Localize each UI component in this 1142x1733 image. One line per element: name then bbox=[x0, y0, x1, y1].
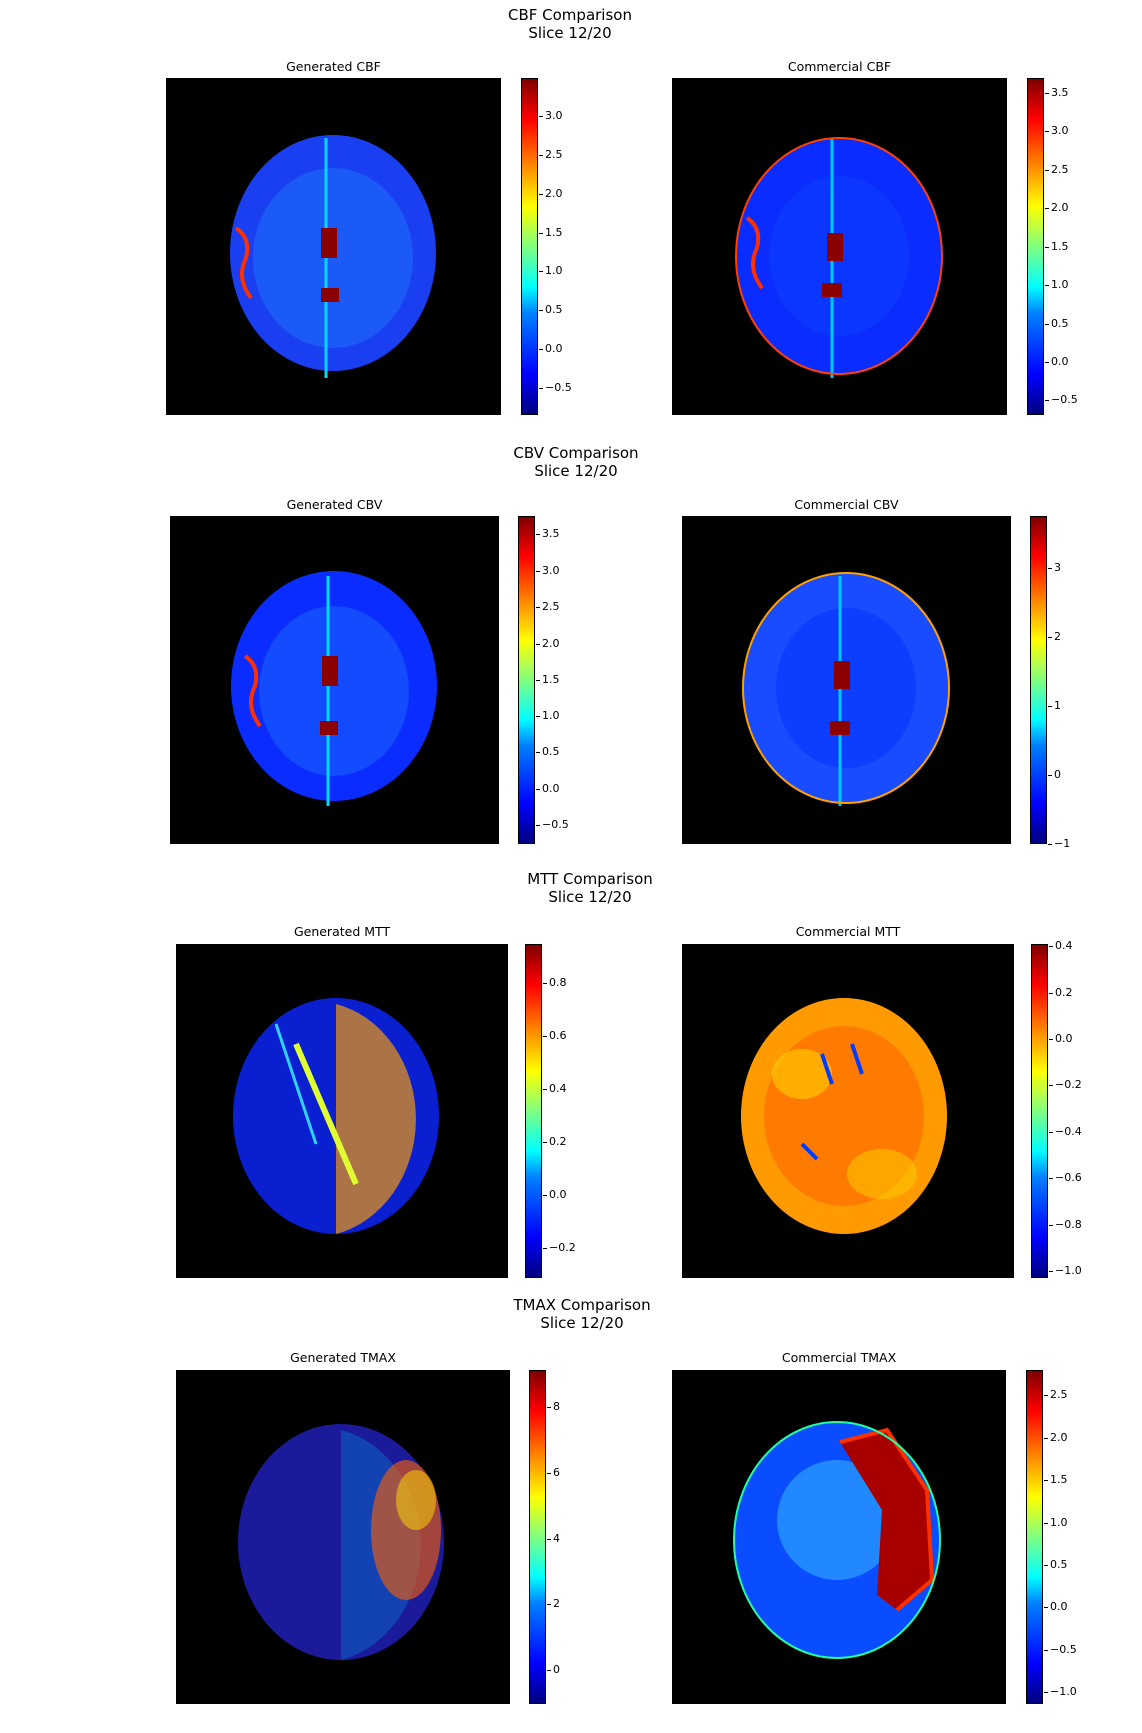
cbar-tick: 3.5 bbox=[1045, 86, 1069, 99]
section-title-cbv: CBV Comparison Slice 12/20 bbox=[513, 444, 639, 480]
cbar-tick: −0.8 bbox=[1049, 1218, 1082, 1231]
cbar-tick: −0.2 bbox=[543, 1241, 576, 1254]
cbar-tick: 3.0 bbox=[1045, 124, 1069, 137]
cbar-tick: 2.0 bbox=[1044, 1431, 1068, 1444]
colorbar-generated-mtt bbox=[525, 944, 542, 1278]
cbar-tick: 0.5 bbox=[1044, 1558, 1068, 1571]
cbar-tick: 0.6 bbox=[543, 1029, 567, 1042]
cbar-tick: 1 bbox=[1048, 699, 1061, 712]
cbar-tick: 0.8 bbox=[543, 976, 567, 989]
brain-map-generated-mtt bbox=[176, 944, 508, 1278]
cbar-tick: 1.0 bbox=[536, 709, 560, 722]
cbar-tick: 1.5 bbox=[539, 226, 563, 239]
panel-title-commercial-cbf: Commercial CBF bbox=[787, 59, 892, 74]
cbar-tick: 6 bbox=[547, 1466, 560, 1479]
panel-title-commercial-mtt: Commercial MTT bbox=[795, 924, 901, 939]
cbar-tick: 0.2 bbox=[1049, 986, 1073, 999]
brain-map-commercial-mtt bbox=[682, 944, 1014, 1278]
cbar-tick: 0 bbox=[547, 1663, 560, 1676]
brain-map-generated-cbv bbox=[170, 516, 499, 844]
brain-map-commercial-cbv bbox=[682, 516, 1011, 844]
brain-map-generated-cbf bbox=[166, 78, 501, 415]
cbar-tick: 0.5 bbox=[536, 745, 560, 758]
brain-map-generated-tmax bbox=[176, 1370, 510, 1704]
cbar-tick: −0.5 bbox=[536, 818, 569, 831]
brain-map-commercial-cbf bbox=[672, 78, 1007, 415]
cbar-tick: 1.0 bbox=[1045, 278, 1069, 291]
cbar-tick: −0.5 bbox=[539, 381, 572, 394]
cbar-tick: 4 bbox=[547, 1532, 560, 1545]
cbar-tick: 3.0 bbox=[539, 109, 563, 122]
cbar-tick: 0.4 bbox=[1049, 939, 1073, 952]
cbar-tick: 2.5 bbox=[1045, 163, 1069, 176]
cbar-tick: 2.0 bbox=[1045, 201, 1069, 214]
cbar-tick: 1.0 bbox=[539, 264, 563, 277]
colorbar-commercial-tmax bbox=[1026, 1370, 1043, 1704]
cbar-tick: 0.0 bbox=[1044, 1600, 1068, 1613]
cbar-tick: −1.0 bbox=[1049, 1264, 1082, 1277]
panel-title-commercial-cbv: Commercial CBV bbox=[794, 497, 899, 512]
cbar-tick: 8 bbox=[547, 1400, 560, 1413]
cbar-tick: 0.0 bbox=[539, 342, 563, 355]
cbar-tick: 0.0 bbox=[1049, 1032, 1073, 1045]
cbar-tick: 0.4 bbox=[543, 1082, 567, 1095]
panel-title-commercial-tmax: Commercial TMAX bbox=[781, 1350, 897, 1365]
cbar-tick: 0.0 bbox=[543, 1188, 567, 1201]
colorbar-commercial-mtt bbox=[1031, 944, 1048, 1278]
cbar-tick: 0.2 bbox=[543, 1135, 567, 1148]
cbar-tick: −0.5 bbox=[1045, 393, 1078, 406]
cbar-tick: 1.5 bbox=[1045, 240, 1069, 253]
cbar-tick: 0.0 bbox=[1045, 355, 1069, 368]
brain-map-commercial-tmax bbox=[672, 1370, 1006, 1704]
section-title-tmax: TMAX Comparison Slice 12/20 bbox=[513, 1296, 651, 1332]
cbar-tick: 2.5 bbox=[536, 600, 560, 613]
cbar-tick: 0.5 bbox=[539, 303, 563, 316]
cbar-tick: 3.0 bbox=[536, 564, 560, 577]
cbar-tick: 0.5 bbox=[1045, 317, 1069, 330]
cbar-tick: 1.5 bbox=[536, 673, 560, 686]
cbar-tick: 1.5 bbox=[1044, 1473, 1068, 1486]
section-title-mtt: MTT Comparison Slice 12/20 bbox=[527, 870, 653, 906]
colorbar-generated-cbv bbox=[518, 516, 535, 844]
colorbar-commercial-cbf bbox=[1027, 78, 1044, 415]
cbar-tick: 2.0 bbox=[536, 637, 560, 650]
cbar-tick: −1.0 bbox=[1044, 1685, 1077, 1698]
cbar-tick: 2 bbox=[1048, 630, 1061, 643]
colorbar-generated-cbf bbox=[521, 78, 538, 415]
cbar-tick: −1 bbox=[1047, 837, 1071, 850]
cbar-tick: 0.0 bbox=[536, 782, 560, 795]
cbar-tick: 2 bbox=[547, 1597, 560, 1610]
cbar-tick: −0.5 bbox=[1044, 1643, 1077, 1656]
cbar-tick: −0.6 bbox=[1049, 1171, 1082, 1184]
panel-title-generated-cbv: Generated CBV bbox=[286, 497, 383, 512]
cbar-tick: 3.5 bbox=[536, 527, 560, 540]
section-title-cbf: CBF Comparison Slice 12/20 bbox=[508, 6, 632, 42]
cbar-tick: 2.5 bbox=[539, 148, 563, 161]
cbar-tick: −0.2 bbox=[1049, 1078, 1082, 1091]
cbar-tick: 0 bbox=[1048, 768, 1061, 781]
cbar-tick: 2.5 bbox=[1044, 1388, 1068, 1401]
colorbar-commercial-cbv bbox=[1030, 516, 1047, 844]
panel-title-generated-cbf: Generated CBF bbox=[286, 59, 381, 74]
cbar-tick: 2.0 bbox=[539, 187, 563, 200]
panel-title-generated-mtt: Generated MTT bbox=[293, 924, 391, 939]
cbar-tick: 3 bbox=[1048, 561, 1061, 574]
cbar-tick: 1.0 bbox=[1044, 1516, 1068, 1529]
colorbar-generated-tmax bbox=[529, 1370, 546, 1704]
cbar-tick: −0.4 bbox=[1049, 1125, 1082, 1138]
panel-title-generated-tmax: Generated TMAX bbox=[290, 1350, 396, 1365]
